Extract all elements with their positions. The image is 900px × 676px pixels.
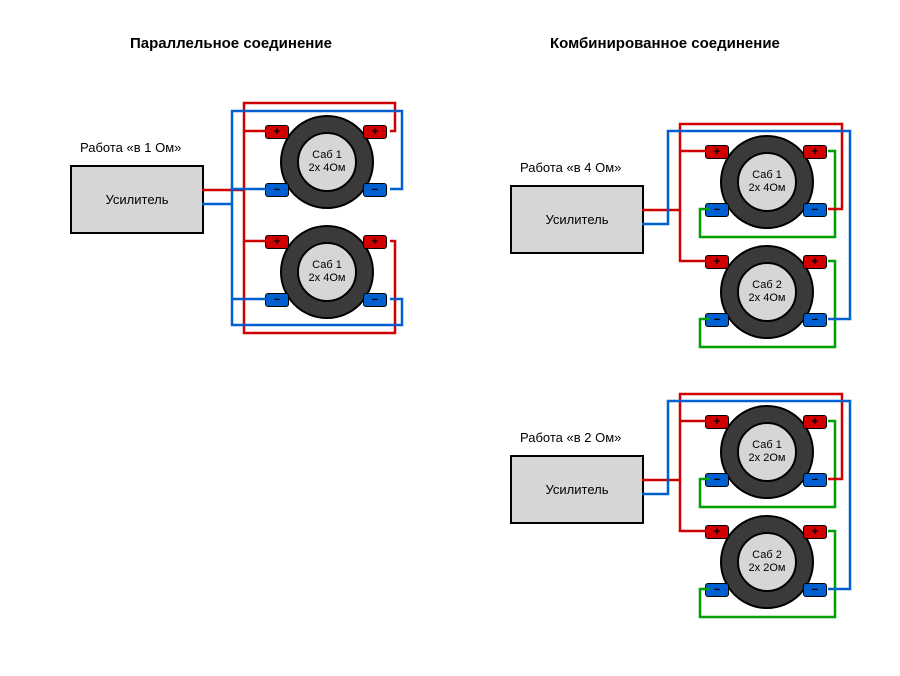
d3-sp1-term-neg-l: − [705,473,729,487]
d1-work-label: Работа «в 1 Ом» [80,140,181,155]
d2-sp2-term-neg-r: − [803,313,827,327]
d3-sp1-term-pos-l: + [705,415,729,429]
d3-speaker-1: Саб 1 2x 2Ом + + − − [720,405,814,499]
d3-amplifier: Усилитель [510,455,644,524]
d1-sp2-term-pos-r: + [363,235,387,249]
d3-sp1-spec: 2x 2Ом [749,452,786,465]
title-combined: Комбинированное соединение [550,35,780,52]
d3-sp1-term-neg-r: − [803,473,827,487]
d1-sp2-term-neg-l: − [265,293,289,307]
d3-sp2-spec: 2x 2Ом [749,562,786,575]
d1-sp1-term-neg-l: − [265,183,289,197]
d3-sp2-term-neg-r: − [803,583,827,597]
d1-sp1-name: Саб 1 [312,149,342,162]
d2-sp1-term-pos-r: + [803,145,827,159]
d3-sp2-term-pos-r: + [803,525,827,539]
d1-sp1-term-pos-l: + [265,125,289,139]
d2-amp-text: Усилитель [546,212,609,227]
d3-work-label: Работа «в 2 Ом» [520,430,621,445]
d2-sp2-term-pos-r: + [803,255,827,269]
d2-amplifier: Усилитель [510,185,644,254]
title-parallel: Параллельное соединение [130,35,332,52]
d1-sp1-term-neg-r: − [363,183,387,197]
d2-sp1-spec: 2x 4Ом [749,182,786,195]
d2-sp1-term-neg-r: − [803,203,827,217]
d1-amplifier: Усилитель [70,165,204,234]
d1-speaker-1: Саб 1 2x 4Ом + + − − [280,115,374,209]
d3-sp1-name: Саб 1 [752,439,782,452]
d3-sp2-term-neg-l: − [705,583,729,597]
d1-speaker-2: Саб 1 2x 4Ом + + − − [280,225,374,319]
d2-sp1-term-neg-l: − [705,203,729,217]
d2-speaker-2: Саб 2 2x 4Ом + + − − [720,245,814,339]
d1-sp2-term-neg-r: − [363,293,387,307]
d1-sp1-term-pos-r: + [363,125,387,139]
d1-sp1-spec: 2x 4Ом [309,162,346,175]
d3-amp-text: Усилитель [546,482,609,497]
d2-sp2-name: Саб 2 [752,279,782,292]
d1-amp-text: Усилитель [106,192,169,207]
d3-sp2-name: Саб 2 [752,549,782,562]
d2-work-label: Работа «в 4 Ом» [520,160,621,175]
d2-sp2-spec: 2x 4Ом [749,292,786,305]
d2-sp2-term-pos-l: + [705,255,729,269]
d2-sp1-term-pos-l: + [705,145,729,159]
d3-speaker-2: Саб 2 2x 2Ом + + − − [720,515,814,609]
d2-sp1-name: Саб 1 [752,169,782,182]
d1-sp2-term-pos-l: + [265,235,289,249]
d2-speaker-1: Саб 1 2x 4Ом + + − − [720,135,814,229]
d3-sp2-term-pos-l: + [705,525,729,539]
d2-sp2-term-neg-l: − [705,313,729,327]
d1-sp2-name: Саб 1 [312,259,342,272]
d1-sp2-spec: 2x 4Ом [309,272,346,285]
d3-sp1-term-pos-r: + [803,415,827,429]
